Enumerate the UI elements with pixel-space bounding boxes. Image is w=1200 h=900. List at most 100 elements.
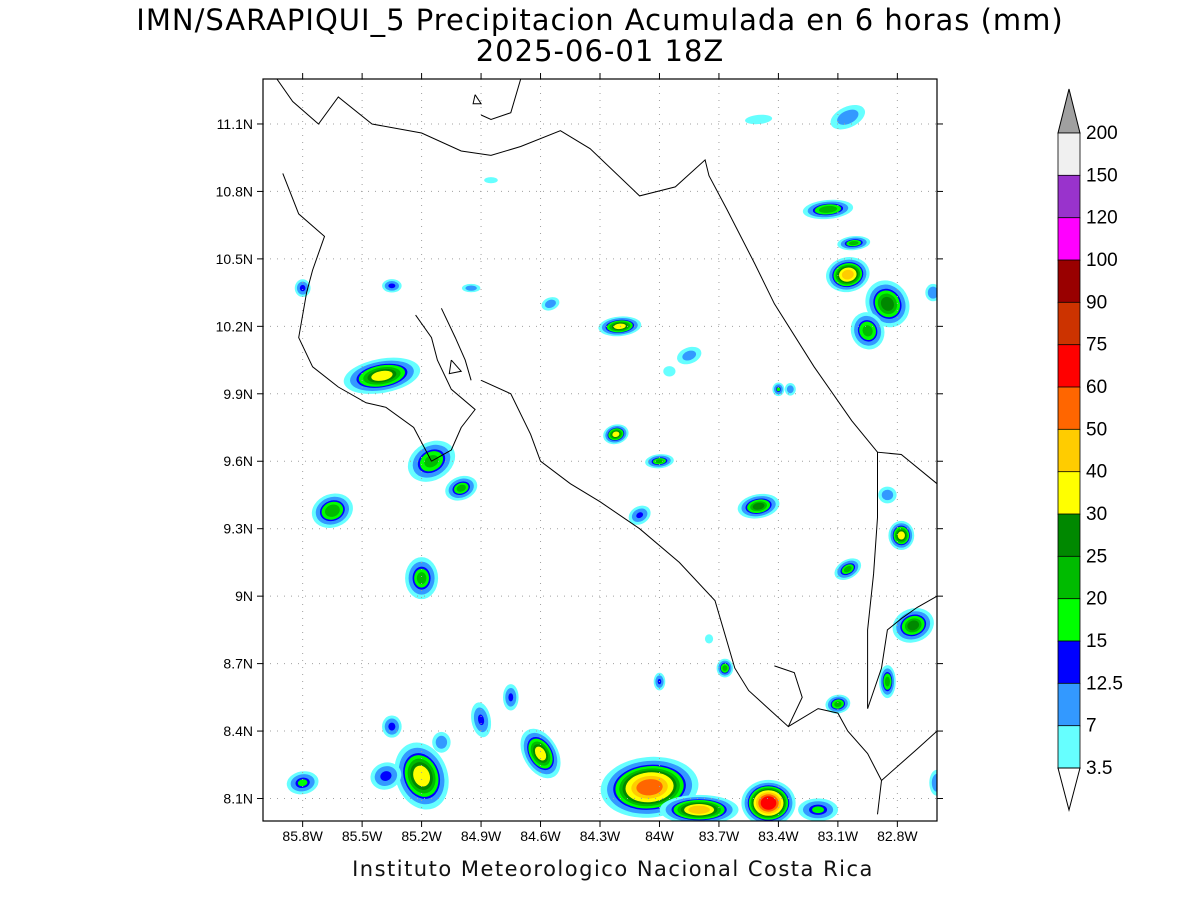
- lon-tick-label: 84.3W: [580, 828, 621, 844]
- colorbar-label: 120: [1086, 208, 1118, 229]
- rain-cell: [704, 634, 714, 644]
- axis-ticks: 11.1N 10.8N 10.5N 10.2N 9.9N 9.6N 9.3N 9N 8.7N 8.…: [216, 73, 943, 844]
- colorbar-swatch: [1057, 555, 1081, 600]
- colorbar-swatch: [1057, 640, 1081, 685]
- rain-contour-level: [324, 504, 340, 517]
- coastline-segment: [282, 173, 476, 462]
- graticule-grid: [263, 79, 937, 821]
- rain-cell: [784, 382, 796, 396]
- colorbar-label: 100: [1086, 250, 1118, 271]
- rain-contour-level: [881, 489, 894, 501]
- lon-tick-label: 83.1W: [818, 828, 859, 844]
- rain-cell: [445, 475, 478, 501]
- rain-contour-level: [612, 431, 620, 438]
- rain-cell: [741, 779, 796, 821]
- colorbar-swatch: [1057, 598, 1081, 642]
- rain-contour-level: [388, 722, 396, 731]
- rain-contour-level: [841, 269, 854, 280]
- colorbar-max-arrow: [1057, 88, 1081, 134]
- rain-contour-level: [544, 299, 556, 308]
- footer-credit: Instituto Meteorologico Nacional Costa R…: [352, 857, 874, 881]
- lat-tick-label: 9N: [235, 588, 253, 604]
- rain-contour-level: [722, 665, 728, 671]
- rain-contour-level: [884, 676, 890, 687]
- lat-tick-label: 10.5N: [216, 251, 253, 267]
- precipitation-field: [286, 105, 937, 821]
- lon-tick-label: 83.7W: [699, 828, 740, 844]
- lon-tick-label: 84W: [645, 828, 675, 844]
- rain-cell: [502, 684, 519, 711]
- colorbar-label: 25: [1086, 546, 1107, 567]
- colorbar-label: 90: [1086, 292, 1107, 313]
- rain-contour-level: [818, 205, 838, 213]
- coastline-segment: [867, 595, 937, 709]
- rain-contour-level: [508, 693, 514, 702]
- rain-cell: [892, 608, 934, 643]
- rain-cell: [865, 280, 910, 328]
- rain-contour-level: [613, 323, 626, 330]
- colorbar-swatch: [1057, 386, 1081, 431]
- rain-cell: [484, 177, 498, 184]
- rain-contour-level: [812, 806, 825, 814]
- coastline-segment: [881, 730, 937, 781]
- rain-cell: [826, 257, 870, 293]
- coastline-segment: [440, 308, 472, 381]
- rain-cell: [716, 658, 734, 678]
- plot-area: 11.1N 10.8N 10.5N 10.2N 9.9N 9.6N 9.3N 9N 8.7N 8.…: [216, 73, 943, 844]
- lon-tick-label: 85.5W: [342, 828, 383, 844]
- colorbar-swatch: [1057, 217, 1081, 261]
- rain-cell: [382, 715, 402, 738]
- rain-contour-level: [655, 459, 664, 464]
- colorbar-swatch: [1057, 428, 1081, 473]
- rain-cell: [382, 279, 402, 293]
- rain-cell: [798, 798, 839, 821]
- colorbar-label: 20: [1086, 589, 1107, 610]
- rain-contour-level: [435, 735, 448, 749]
- rain-contour-level: [688, 805, 710, 814]
- rain-cell: [311, 493, 353, 528]
- rain-contour-level: [745, 114, 773, 125]
- rain-cell: [888, 520, 915, 551]
- colorbar-swatch: [1057, 682, 1081, 727]
- lon-tick-label: 85.2W: [401, 828, 442, 844]
- rain-contour-level: [456, 484, 466, 492]
- rain-contour-level: [416, 572, 427, 585]
- colorbar-label: 200: [1086, 123, 1118, 144]
- lat-tick-label: 8.1N: [223, 791, 253, 807]
- rain-contour-level: [786, 385, 794, 394]
- colorbar-label: 150: [1086, 165, 1118, 186]
- rain-cell: [837, 236, 871, 251]
- rain-cell: [772, 382, 785, 397]
- rain-contour-level: [484, 177, 498, 184]
- colorbar-swatch: [1057, 513, 1081, 558]
- lat-tick-label: 10.8N: [216, 183, 253, 199]
- rain-contour-level: [380, 771, 392, 781]
- rain-cell: [598, 316, 642, 337]
- lon-tick-label: 84.9W: [461, 828, 502, 844]
- rain-contour-level: [927, 286, 937, 299]
- rain-contour-level: [299, 284, 306, 292]
- colorbar-label: 50: [1086, 419, 1107, 440]
- lat-tick-label: 9.6N: [223, 453, 253, 469]
- rain-contour-level: [880, 296, 894, 311]
- colorbar-label: 40: [1086, 462, 1107, 483]
- lon-tick-label: 83.4W: [758, 828, 799, 844]
- lat-tick-label: 9.9N: [223, 386, 253, 402]
- colorbar-label: 7: [1086, 716, 1097, 737]
- rain-contour-level: [413, 765, 431, 787]
- rain-cell: [677, 346, 702, 365]
- rain-cell: [645, 454, 674, 469]
- colorbar-label: 30: [1086, 504, 1107, 525]
- coastline-segment: [448, 359, 463, 375]
- rain-contour-level: [534, 746, 547, 761]
- rain-contour-level: [760, 796, 777, 810]
- rain-contour-level: [907, 620, 920, 631]
- rain-cell: [628, 505, 651, 525]
- rain-cell: [603, 424, 629, 445]
- lat-tick-label: 11.1N: [217, 116, 253, 132]
- rain-cell: [432, 731, 451, 753]
- coastline-segment: [276, 79, 937, 485]
- colorbar-swatch: [1057, 471, 1081, 515]
- rain-cell: [925, 283, 937, 302]
- rain-cell: [737, 493, 780, 519]
